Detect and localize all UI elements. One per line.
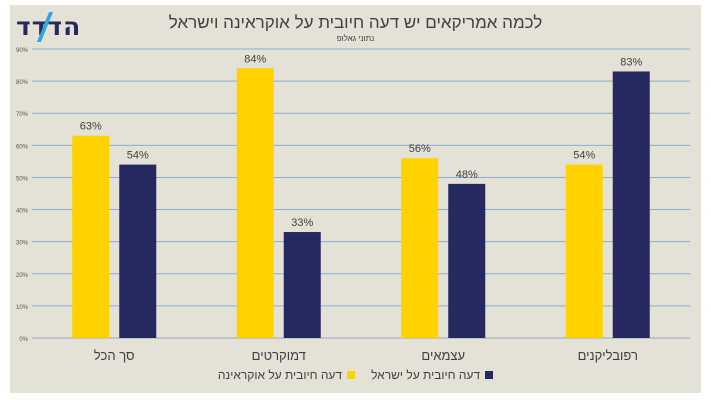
y-tick-label: 40% bbox=[16, 209, 29, 215]
x-tick-label: סך הכל bbox=[94, 348, 135, 363]
bar-ukraine bbox=[72, 135, 110, 338]
data-label: 33% bbox=[291, 217, 313, 229]
y-tick-label: 20% bbox=[16, 273, 29, 279]
legend: דעה חיובית על ישראל דעה חיובית על אוקראי… bbox=[0, 368, 711, 382]
x-tick-label: דמוקרטים bbox=[252, 348, 306, 363]
data-label: 54% bbox=[573, 150, 595, 162]
y-tick-label: 0% bbox=[19, 337, 28, 343]
x-tick-label: עצמאים bbox=[421, 348, 465, 363]
data-label: 54% bbox=[127, 150, 149, 162]
y-tick-label: 90% bbox=[16, 48, 29, 54]
legend-label-ukraine: דעה חיובית על אוקראינה bbox=[217, 368, 343, 382]
data-label: 83% bbox=[620, 56, 642, 68]
chart-title: לכמה אמריקאים יש דעה חיובית על אוקראינה … bbox=[168, 13, 543, 32]
data-label: 56% bbox=[409, 143, 431, 155]
y-tick-label: 50% bbox=[16, 176, 29, 182]
legend-swatch-ukraine bbox=[347, 371, 356, 379]
bar-israel bbox=[283, 232, 321, 338]
y-tick-label: 80% bbox=[16, 80, 29, 86]
bar-ukraine bbox=[401, 158, 439, 338]
data-label: 48% bbox=[456, 169, 478, 181]
bar-israel bbox=[448, 183, 486, 338]
legend-label-israel: דעה חיובית על ישראל bbox=[371, 368, 481, 382]
bar-israel bbox=[119, 164, 157, 338]
y-tick-label: 70% bbox=[16, 112, 29, 118]
legend-item-ukraine: דעה חיובית על אוקראינה bbox=[217, 368, 356, 382]
data-label: 84% bbox=[244, 53, 266, 65]
legend-swatch-israel bbox=[485, 371, 494, 379]
bar-ukraine bbox=[236, 68, 274, 339]
y-tick-label: 30% bbox=[16, 241, 29, 247]
chart-subtitle: נתוני גאלופ bbox=[336, 34, 375, 43]
bar-israel bbox=[612, 71, 650, 338]
legend-item-israel: דעה חיובית על ישראל bbox=[371, 368, 494, 382]
y-tick-label: 60% bbox=[16, 144, 29, 150]
data-label: 63% bbox=[80, 121, 102, 133]
bar-ukraine bbox=[565, 164, 603, 338]
y-tick-label: 10% bbox=[16, 305, 29, 311]
x-tick-label: רפובליקנים bbox=[578, 348, 638, 363]
